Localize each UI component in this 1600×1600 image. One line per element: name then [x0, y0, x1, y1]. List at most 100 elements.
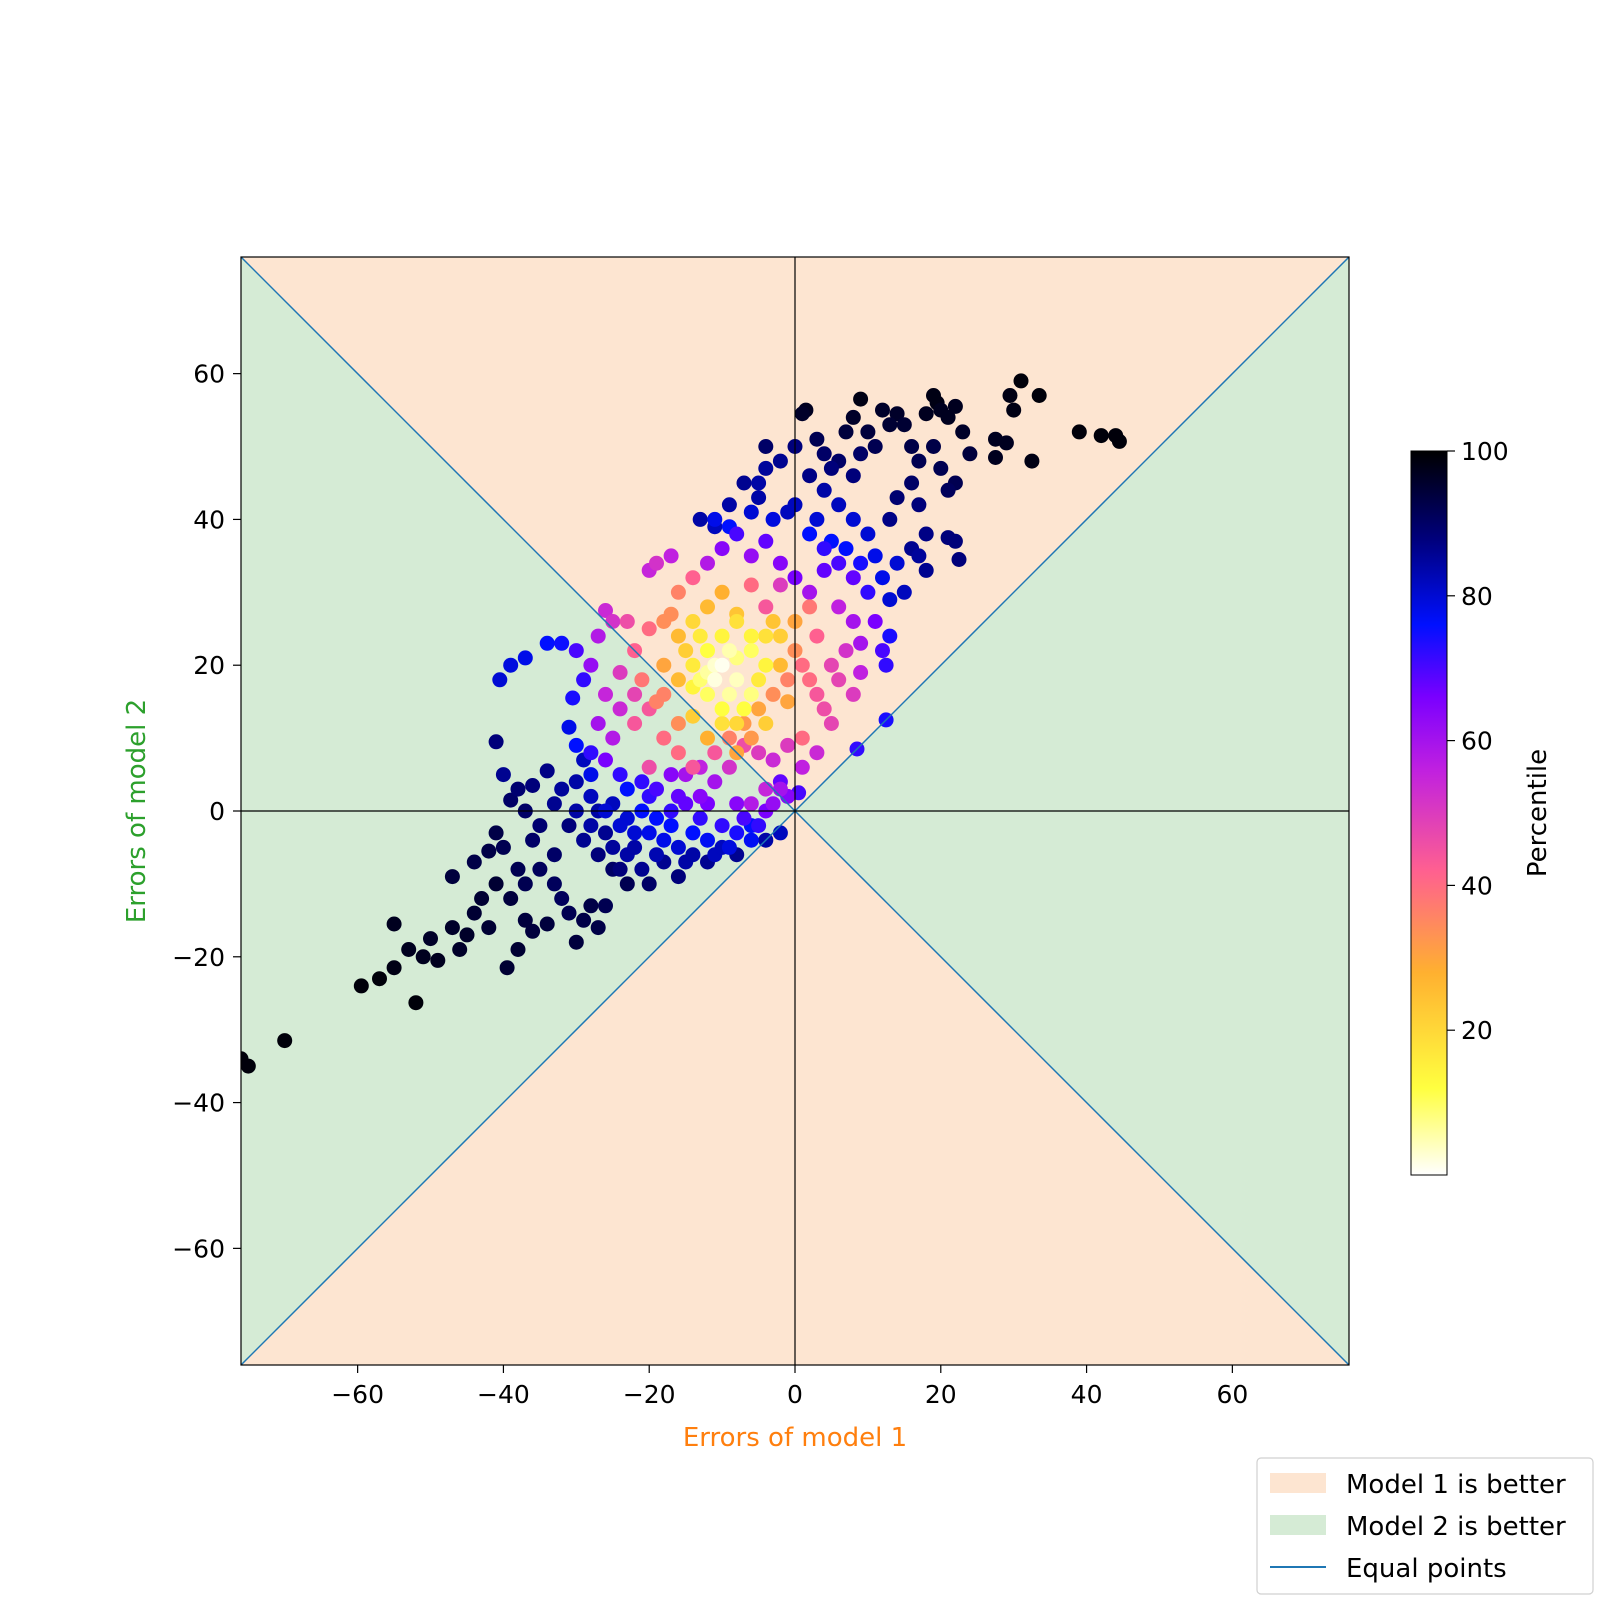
scatter-point: [692, 511, 708, 527]
scatter-point: [794, 657, 810, 673]
scatter-point: [590, 628, 606, 644]
scatter-point: [663, 548, 679, 564]
scatter-point: [1013, 373, 1029, 389]
scatter-point: [670, 672, 686, 688]
scatter-point: [685, 708, 701, 724]
scatter-point: [911, 453, 927, 469]
scatter-point: [831, 672, 847, 688]
scatter-point: [503, 657, 519, 673]
scatter-point: [809, 431, 825, 447]
scatter-point: [911, 497, 927, 513]
scatter-point: [241, 1058, 256, 1074]
scatter-point: [736, 810, 752, 826]
scatter-point: [816, 446, 832, 462]
scatter-point: [743, 504, 759, 520]
scatter-point: [889, 555, 905, 571]
scatter-point: [430, 952, 446, 968]
scatter-point: [714, 657, 730, 673]
scatter-point: [794, 730, 810, 746]
scatter-point: [649, 555, 664, 571]
scatter-point: [510, 861, 526, 877]
scatter-point: [583, 898, 599, 914]
scatter-point: [860, 424, 876, 440]
scatter-point: [590, 716, 606, 731]
scatter-point: [568, 934, 584, 950]
scatter-point: [904, 439, 920, 454]
colorbar: [1410, 450, 1448, 1176]
scatter-point: [488, 876, 504, 892]
colorbar-label: Percentile: [1523, 749, 1553, 877]
scatter-point: [882, 417, 898, 433]
scatter-point: [751, 818, 767, 834]
scatter-point: [831, 555, 847, 571]
scatter-point: [765, 752, 781, 768]
scatter-point: [685, 614, 701, 629]
scatter-point: [809, 745, 825, 761]
scatter-point: [772, 657, 788, 673]
scatter-point: [700, 599, 715, 615]
scatter-point: [510, 942, 526, 957]
scatter-point: [707, 672, 723, 688]
scatter-point: [539, 635, 555, 651]
scatter-point: [758, 439, 774, 454]
scatter-point: [649, 810, 664, 826]
scatter-point: [729, 614, 745, 629]
scatter-point: [714, 818, 730, 834]
scatter-point: [692, 810, 708, 826]
scatter-point: [926, 439, 941, 454]
scatter-point: [707, 745, 723, 761]
x-tick-label: −60: [331, 1380, 384, 1409]
scatter-point: [452, 942, 468, 957]
scatter-point: [765, 686, 781, 702]
scatter-points: [241, 373, 1127, 1074]
scatter-point: [634, 672, 650, 688]
scatter-point: [729, 526, 745, 542]
scatter-point: [816, 562, 832, 578]
scatter-point: [802, 672, 818, 688]
scatter-point: [889, 406, 905, 422]
scatter-point: [700, 730, 715, 746]
scatter-point: [495, 767, 511, 783]
scatter-point: [590, 920, 606, 936]
scatter-point: [517, 876, 533, 892]
scatter-point: [408, 995, 424, 1011]
scatter-point: [867, 439, 883, 454]
scatter-point: [802, 526, 818, 542]
scatter-point: [700, 832, 715, 848]
scatter-point: [802, 584, 818, 600]
x-tick-label: 20: [925, 1380, 957, 1409]
scatter-point: [845, 511, 861, 527]
scatter-point: [918, 526, 934, 542]
scatter-point: [554, 781, 570, 797]
scatter-point: [525, 923, 541, 939]
x-tick-label: −40: [477, 1380, 530, 1409]
scatter-point: [517, 650, 533, 666]
legend-swatch-model-2: [1270, 1515, 1326, 1535]
scatter-point: [802, 468, 818, 484]
scatter-point: [503, 792, 519, 808]
scatter-point: [853, 391, 869, 407]
scatter-point: [612, 818, 628, 834]
scatter-point: [539, 763, 555, 779]
scatter-point: [444, 869, 460, 885]
scatter-point: [598, 686, 613, 702]
scatter-point: [605, 839, 621, 855]
scatter-point: [729, 825, 745, 841]
scatter-point: [758, 657, 774, 673]
legend-entry-equal-points: Equal points: [1346, 1554, 1507, 1584]
scatter-point: [539, 916, 555, 932]
scatter-point: [845, 409, 861, 425]
points-clip-group: [241, 373, 1127, 1074]
scatter-point: [816, 541, 832, 557]
y-tick-label: −40: [172, 1089, 225, 1118]
scatter-point: [488, 825, 504, 841]
scatter-point: [466, 905, 482, 921]
scatter-point: [729, 672, 745, 688]
scatter-point: [772, 453, 788, 469]
scatter-point: [940, 482, 956, 498]
scatter-point: [619, 781, 635, 797]
scatter-point: [875, 402, 890, 418]
scatter-point: [988, 450, 1003, 465]
scatter-point: [670, 584, 686, 600]
scatter-point: [743, 832, 759, 848]
